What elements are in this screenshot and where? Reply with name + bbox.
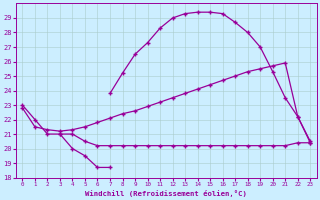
X-axis label: Windchill (Refroidissement éolien,°C): Windchill (Refroidissement éolien,°C) — [85, 190, 247, 197]
